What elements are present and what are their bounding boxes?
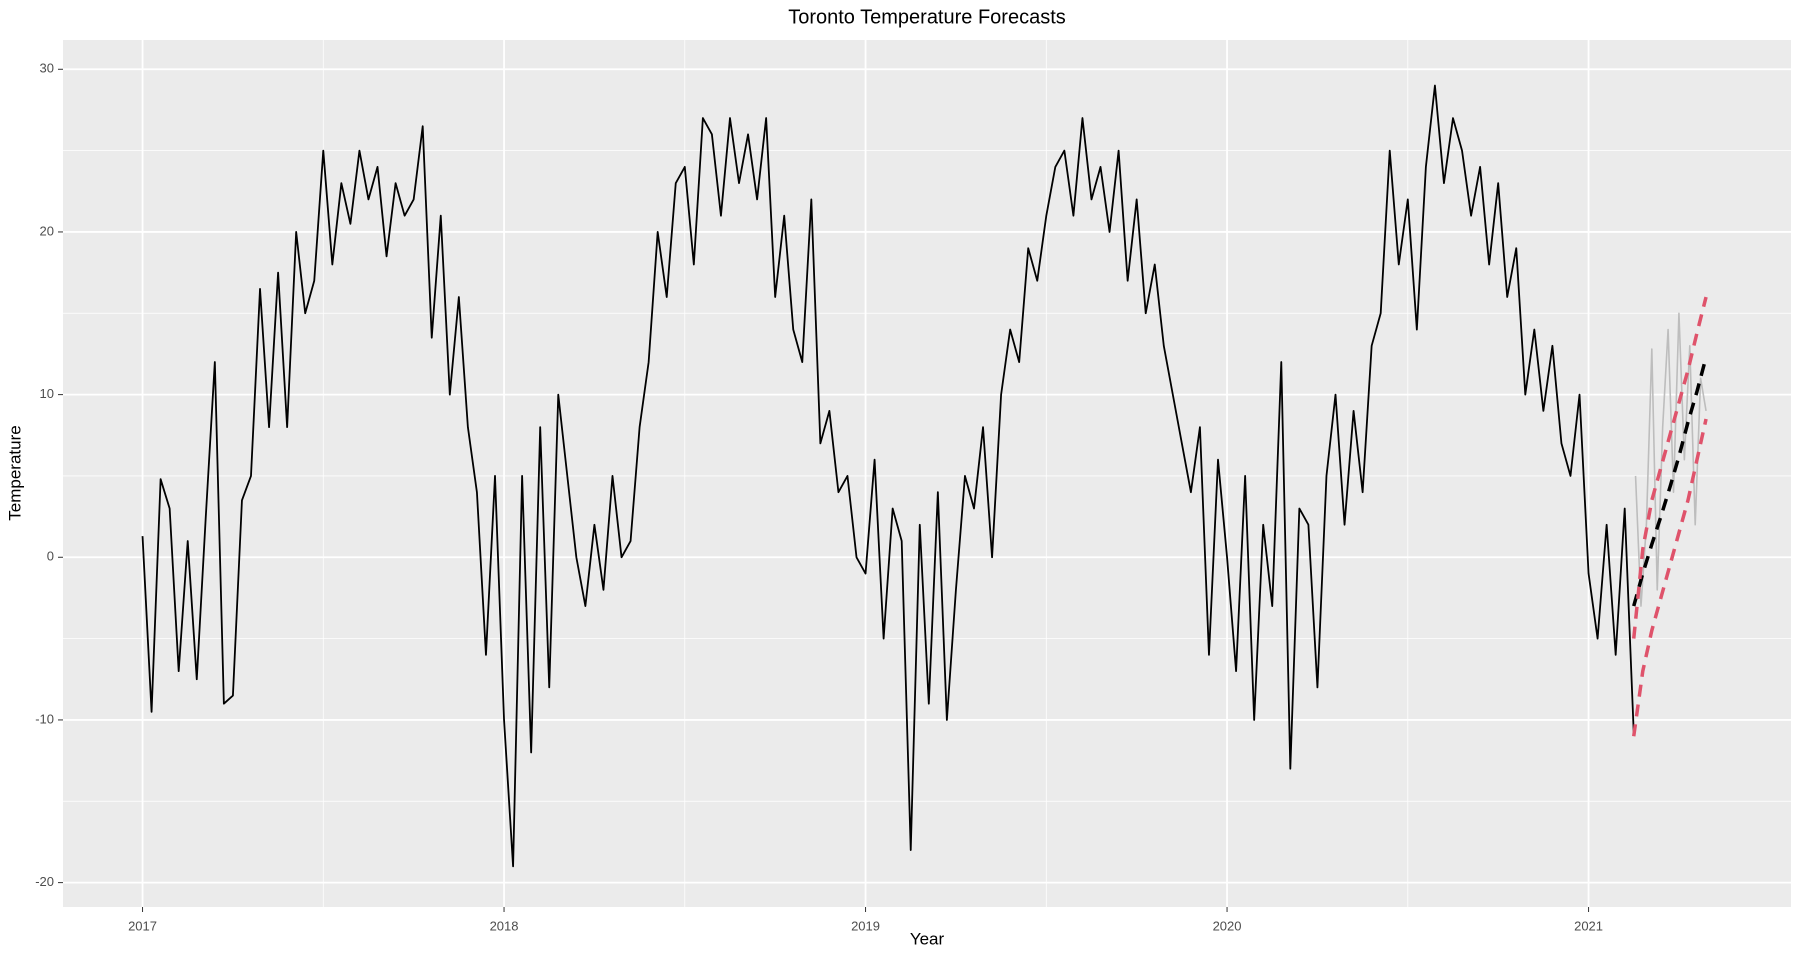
y-tick-label: -20 [35, 874, 54, 889]
series-line [1631, 296, 1708, 639]
series-line [1632, 418, 1708, 737]
y-tick-label: 0 [47, 549, 54, 564]
chart-title: Toronto Temperature Forecasts [788, 6, 1066, 28]
y-tick-label: 30 [40, 61, 54, 76]
series-line [141, 84, 1635, 868]
x-tick-label: 2020 [1213, 918, 1242, 933]
x-tick-label: 2019 [851, 918, 880, 933]
y-tick-label: 10 [40, 386, 54, 401]
x-tick-label: 2018 [490, 918, 519, 933]
y-tick-label: -10 [35, 711, 54, 726]
x-axis-title: Year [910, 929, 945, 948]
plot-panel [63, 40, 1791, 907]
y-axis-title: Temperature [5, 425, 24, 520]
x-tick-label: 2021 [1574, 918, 1603, 933]
series-line [1634, 312, 1707, 607]
x-tick-label: 2017 [128, 918, 157, 933]
y-tick-label: 20 [40, 223, 54, 238]
series-line [1632, 356, 1708, 607]
